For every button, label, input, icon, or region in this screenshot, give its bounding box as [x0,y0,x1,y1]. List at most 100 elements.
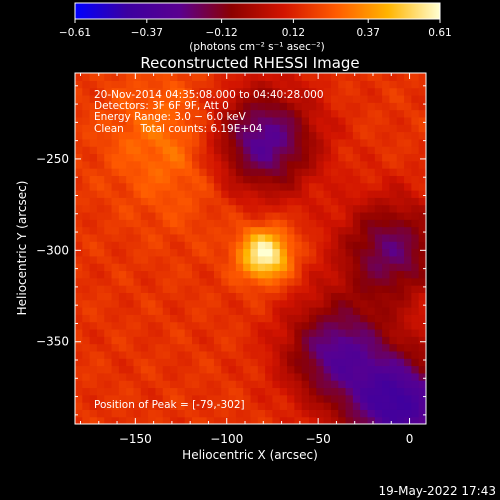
heatmap-cell [411,402,420,410]
heatmap-cell [111,409,120,418]
heatmap-cell [272,285,281,293]
heatmap-cell [177,343,186,352]
heatmap-cell [228,226,237,235]
heatmap-cell [279,87,288,96]
heatmap-cell [389,380,398,389]
colorbar-tick-label: −0.12 [206,27,238,39]
heatmap-cell [184,292,193,301]
heatmap-cell [265,204,274,213]
heatmap-cell [389,226,398,235]
heatmap-cell [177,233,186,242]
heatmap-cell [360,307,369,315]
heatmap-cell [345,197,354,206]
heatmap-cell [104,160,113,169]
heatmap-cell [272,73,281,81]
heatmap-cell [162,270,171,279]
heatmap-cell [294,160,303,169]
heatmap-cell [338,241,347,250]
heatmap-cell [89,138,98,147]
heatmap-cell [118,80,127,89]
heatmap-cell [140,153,149,162]
heatmap-cell [279,73,288,81]
heatmap-cell [177,168,186,176]
heatmap-cell [250,219,259,228]
heatmap-cell [213,263,222,272]
heatmap-cell [316,402,325,410]
heatmap-cell [323,372,332,381]
heatmap-cell [111,124,120,133]
heatmap-cell [243,380,252,389]
heatmap-cell [396,146,405,155]
heatmap-cell [243,321,252,330]
heatmap-cell [192,409,200,418]
heatmap-cell [184,182,193,191]
heatmap-cell [396,358,405,367]
heatmap-cell [345,241,354,250]
heatmap-cell [243,146,252,155]
heatmap-cell [287,197,295,206]
heatmap-cell [243,248,252,257]
heatmap-cell [199,270,208,279]
heatmap-cell [287,263,295,272]
heatmap-cell [126,211,135,220]
heatmap-cell [265,292,274,301]
heatmap-cell [75,380,83,389]
heatmap-cell [104,365,113,374]
heatmap-cell [148,299,157,308]
heatmap-cell [352,160,361,169]
heatmap-cell [213,343,222,352]
heatmap-cell [221,190,230,198]
heatmap-cell [170,248,178,257]
heatmap-cell [192,270,200,279]
heatmap-cell [133,80,142,89]
heatmap-cell [148,124,157,133]
heatmap-cell [192,358,200,367]
heatmap-cell [257,131,266,140]
heatmap-cell [221,102,230,111]
heatmap-cell [235,387,244,396]
heatmap-cell [111,270,120,279]
heatmap-cell [265,226,274,235]
heatmap-cell [126,394,135,403]
heatmap-cell [155,175,164,184]
heatmap-cell [323,102,332,111]
heatmap-cell [323,182,332,191]
heatmap-cell [272,153,281,162]
heatmap-cell [330,277,339,286]
heatmap-cell [250,299,259,308]
heatmap-cell [323,211,332,220]
heatmap-cell [140,328,149,337]
heatmap-cell [221,87,230,96]
heatmap-cell [272,263,281,272]
heatmap-cell [184,255,193,264]
heatmap-cell [235,241,244,250]
heatmap-cell [367,409,376,418]
heatmap-cell [89,350,98,359]
heatmap-cell [374,73,383,81]
heatmap-cell [323,94,332,103]
heatmap-cell [148,109,157,118]
heatmap-cell [177,380,186,389]
heatmap-cell [404,358,412,367]
heatmap-cell [133,409,142,418]
heatmap-cell [104,299,113,308]
heatmap-cell [89,336,98,345]
heatmap-cell [257,358,266,367]
heatmap-cell [228,416,237,424]
heatmap-cell [265,372,274,381]
heatmap-cell [82,241,91,250]
heatmap-cell [243,307,252,315]
heatmap-cell [367,241,376,250]
heatmap-cell [374,226,383,235]
heatmap-cell [140,226,149,235]
heatmap-cell [330,270,339,279]
heatmap-cell [235,365,244,374]
heatmap-cell [155,131,164,140]
heatmap-cell [199,80,208,89]
heatmap-cell [330,321,339,330]
heatmap-cell [404,255,412,264]
heatmap-cell [360,343,369,352]
heatmap-cell [155,321,164,330]
heatmap-cell [367,80,376,89]
heatmap-cell [287,190,295,198]
